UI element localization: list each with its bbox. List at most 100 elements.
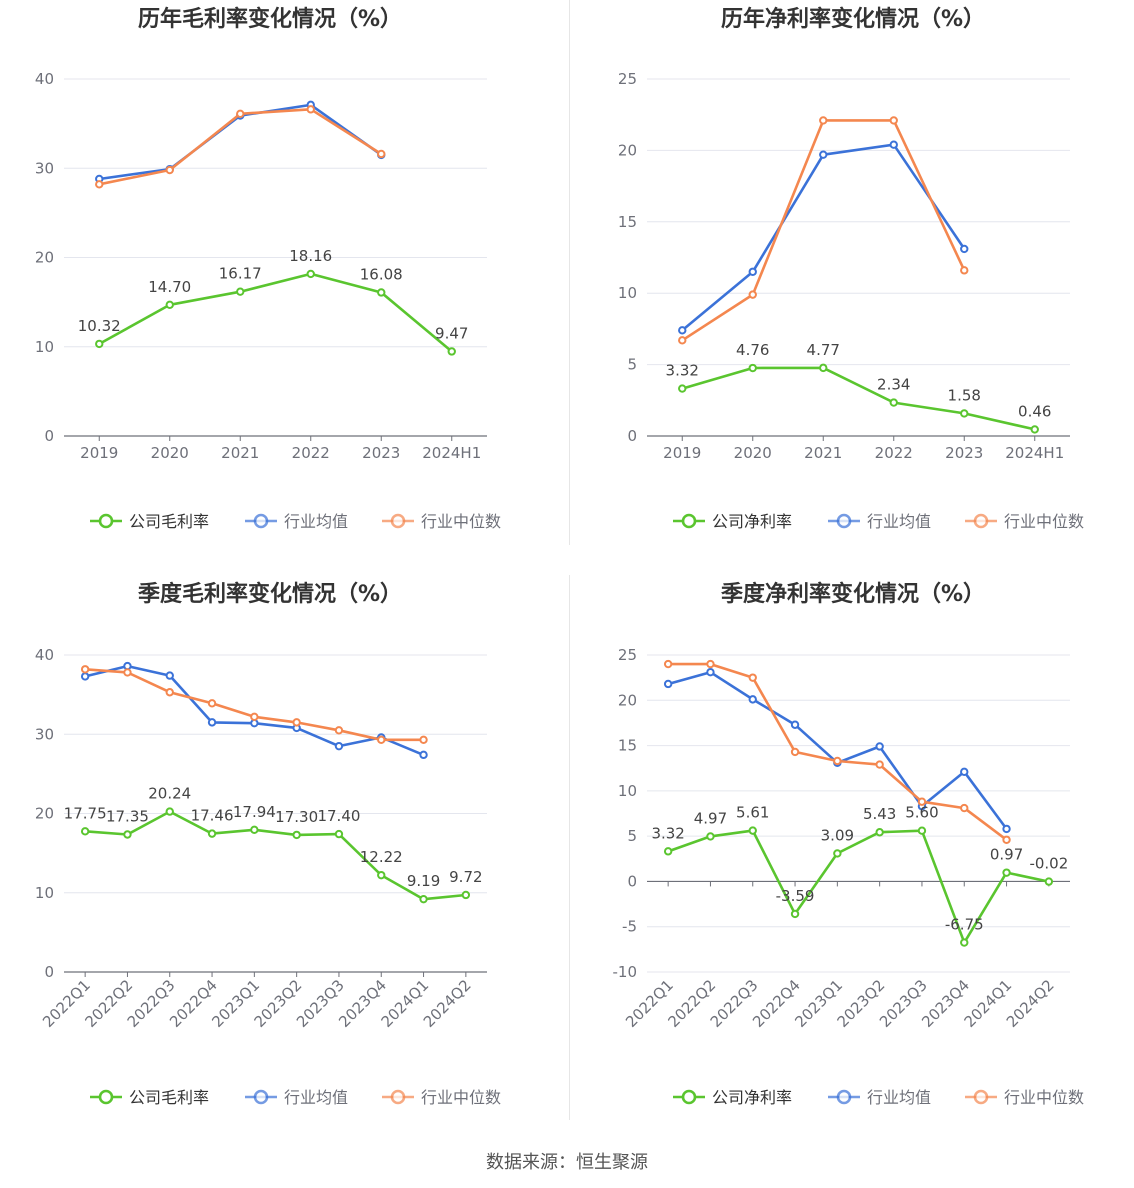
y-tick-label: 20 [35,249,54,267]
data-point [917,826,927,835]
data-point [292,830,301,840]
legend-marker [390,513,406,529]
data-point [748,826,757,835]
data-label: 14.70 [148,278,191,296]
y-tick-label: 25 [618,646,637,664]
legend-label: 公司净利率 [712,1088,792,1107]
data-point [95,339,104,349]
data-label: 5.43 [863,805,896,823]
data-source: 数据来源：恒生聚源 [486,1152,648,1173]
data-point [306,269,315,279]
data-point [250,825,259,835]
data-point [377,870,386,880]
legend-marker [253,1089,269,1105]
data-point [748,290,757,299]
data-label: 3.32 [666,362,699,380]
data-point [663,659,673,669]
x-tick-label: 2020 [734,444,772,462]
legend-label: 公司净利率 [712,512,792,531]
data-label: -0.02 [1029,855,1068,873]
data-point [207,718,217,727]
data-point [889,398,898,407]
y-tick-label: 40 [35,646,54,664]
data-label: 16.17 [219,265,262,283]
data-label: 17.75 [64,804,107,822]
legend-label: 行业中位数 [1004,512,1084,531]
x-tick-label: 2019 [80,444,118,462]
data-point [819,116,828,125]
y-tick-label: 20 [35,805,54,823]
data-point [165,165,174,175]
legend-marker [973,513,989,529]
x-tick-label: 2024H1 [1005,444,1064,462]
data-point [250,712,259,722]
y-tick-label: 20 [618,691,637,709]
y-tick-label: 15 [618,213,637,231]
x-tick-label: 2019 [663,444,701,462]
data-point [678,326,687,335]
legend-item: 行业中位数 [382,512,501,531]
legend-marker [253,513,269,529]
data-label: 4.77 [807,341,840,359]
data-point [889,140,898,149]
data-point [334,726,344,735]
data-point [165,807,174,816]
legend-marker [973,1089,989,1105]
chart-annual-net: 历年净利率变化情况（%） 0 5 10 15 20 25 2019 2020 2021 2022 20… [583,0,1134,575]
legend-marker [98,513,114,529]
data-label: 16.08 [360,265,403,283]
y-tick-label: 10 [618,782,637,800]
data-label: 18.16 [289,247,332,265]
y-tick-label: 10 [35,884,54,902]
data-point [706,659,715,669]
y-tick-label: 30 [35,725,54,743]
data-point [334,741,344,751]
data-point [706,832,715,841]
y-tick-label: 20 [618,141,637,159]
data-point [1030,425,1039,434]
data-point [819,363,828,373]
data-label: 4.97 [694,809,727,827]
chart-quarterly-net-svg: 季度净利率变化情况（%）-10-505101520252022Q12022Q22… [613,581,1085,1107]
data-label: 3.09 [821,826,854,844]
data-point [1002,824,1011,834]
legend-item: 公司毛利率 [90,1088,209,1107]
chart-quarterly-gross-svg: 季度毛利率变化情况（%）0102030402022Q12022Q22022Q32… [35,581,501,1107]
data-label: 1.58 [948,386,981,404]
legend-label: 公司毛利率 [129,1088,209,1107]
x-tick-label: 2024H1 [422,444,481,462]
x-tick-label: 2021 [804,444,842,462]
data-label: 17.46 [191,807,234,825]
data-point [1002,868,1011,877]
x-tick-label: 2024Q2 [1003,976,1058,1031]
legend-item: 公司毛利率 [90,512,209,531]
data-point [790,720,800,729]
x-tick-label: 2023 [362,444,400,462]
legend-item: 行业中位数 [965,512,1084,531]
y-tick-label: 25 [618,70,637,88]
data-point [306,105,315,114]
data-label: 10.32 [78,317,121,335]
legend-item: 公司净利率 [673,1088,792,1107]
data-point [419,735,428,744]
data-label: 9.47 [435,324,468,342]
data-point [663,679,673,689]
chart-annual-gross: 历年毛利率变化情况（%） 0 10 20 30 40 2019 2020 2021 2022 202… [0,0,567,575]
series-line [84,664,424,757]
legend-item: 行业均值 [245,512,348,531]
data-label: 17.35 [106,808,149,826]
legend-marker [390,1089,406,1105]
legend-label: 行业均值 [284,512,348,531]
data-point [960,767,969,777]
data-label: 0.46 [1018,402,1051,420]
data-point [663,847,673,856]
legend-item: 行业均值 [828,512,931,531]
data-point [678,336,687,345]
series-line [667,829,1050,944]
data-point [165,688,174,697]
legend-label: 行业均值 [867,512,931,531]
series-line [85,810,466,901]
x-tick-label: 2021 [221,444,259,462]
data-point [706,668,715,677]
data-point [236,287,245,296]
